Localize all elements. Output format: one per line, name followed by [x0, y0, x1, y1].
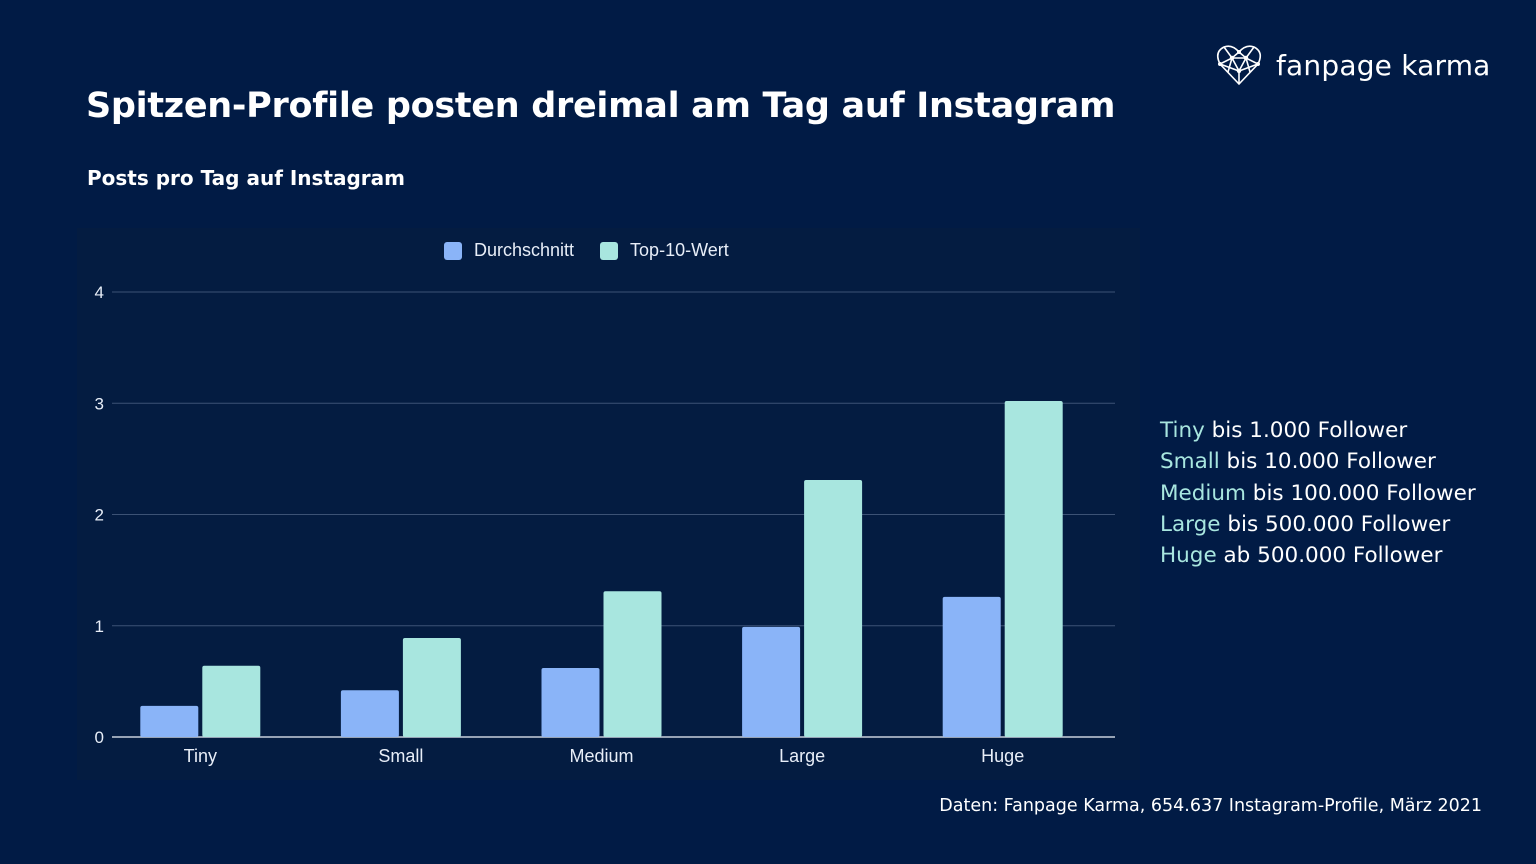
legend-swatch — [444, 241, 462, 260]
size-range: bis 500.000 Follower — [1220, 511, 1451, 537]
bar-huge-durchschnitt — [942, 596, 1001, 737]
y-tick-label: 3 — [95, 394, 104, 413]
x-tick-label: Tiny — [184, 746, 217, 766]
heart-network-icon — [1216, 45, 1262, 86]
logo-text: fanpage karma — [1276, 48, 1491, 82]
size-range: bis 100.000 Follower — [1245, 480, 1476, 506]
legend-item-top10[interactable]: Top-10-Wert — [600, 240, 729, 261]
bar-small-top10 — [402, 637, 461, 737]
size-category: Large — [1160, 511, 1221, 537]
bar-huge-top10 — [1004, 401, 1063, 737]
y-tick-label: 0 — [95, 728, 104, 747]
bar-large-durchschnitt — [742, 626, 801, 737]
legend-swatch — [600, 241, 619, 260]
page-title: Spitzen-Profile posten dreimal am Tag au… — [86, 86, 1116, 126]
size-category: Small — [1160, 449, 1220, 475]
chart-legend: Durchschnitt Top-10-Wert — [444, 240, 729, 261]
bar-medium-durchschnitt — [541, 668, 600, 737]
size-legend-item: Tiny bis 1.000 Follower — [1160, 415, 1476, 446]
legend-item-durchschnitt[interactable]: Durchschnitt — [444, 240, 574, 261]
size-category: Huge — [1160, 543, 1217, 569]
size-category: Tiny — [1160, 418, 1205, 443]
bar-medium-top10 — [603, 591, 662, 737]
bar-large-top10 — [804, 480, 863, 737]
bar-tiny-durchschnitt — [140, 705, 199, 737]
x-tick-label: Medium — [569, 746, 633, 766]
size-range: bis 10.000 Follower — [1219, 449, 1436, 475]
size-legend-item: Small bis 10.000 Follower — [1160, 446, 1476, 477]
y-tick-label: 2 — [95, 506, 104, 525]
size-legend-item: Huge ab 500.000 Follower — [1160, 540, 1476, 571]
x-tick-label: Large — [779, 746, 825, 766]
y-tick-label: 4 — [95, 283, 104, 302]
size-range: bis 1.000 Follower — [1204, 418, 1408, 443]
legend-label: Top-10-Wert — [630, 240, 729, 260]
size-category: Medium — [1160, 480, 1246, 506]
x-tick-label: Huge — [981, 746, 1024, 766]
bar-tiny-top10 — [202, 665, 261, 737]
size-range: ab 500.000 Follower — [1216, 543, 1443, 569]
legend-label: Durchschnitt — [474, 240, 575, 260]
y-tick-label: 1 — [95, 617, 104, 636]
bar-small-durchschnitt — [340, 690, 399, 737]
chart-subtitle: Posts pro Tag auf Instagram — [87, 166, 406, 190]
size-legend-item: Large bis 500.000 Follower — [1160, 509, 1476, 540]
size-legend: Tiny bis 1.000 Follower Small bis 10.000… — [1160, 415, 1476, 571]
source-note: Daten: Fanpage Karma, 654.637 Instagram-… — [939, 796, 1482, 816]
x-tick-label: Small — [378, 746, 423, 766]
size-legend-item: Medium bis 100.000 Follower — [1160, 478, 1476, 509]
logo: fanpage karma — [1216, 44, 1491, 86]
